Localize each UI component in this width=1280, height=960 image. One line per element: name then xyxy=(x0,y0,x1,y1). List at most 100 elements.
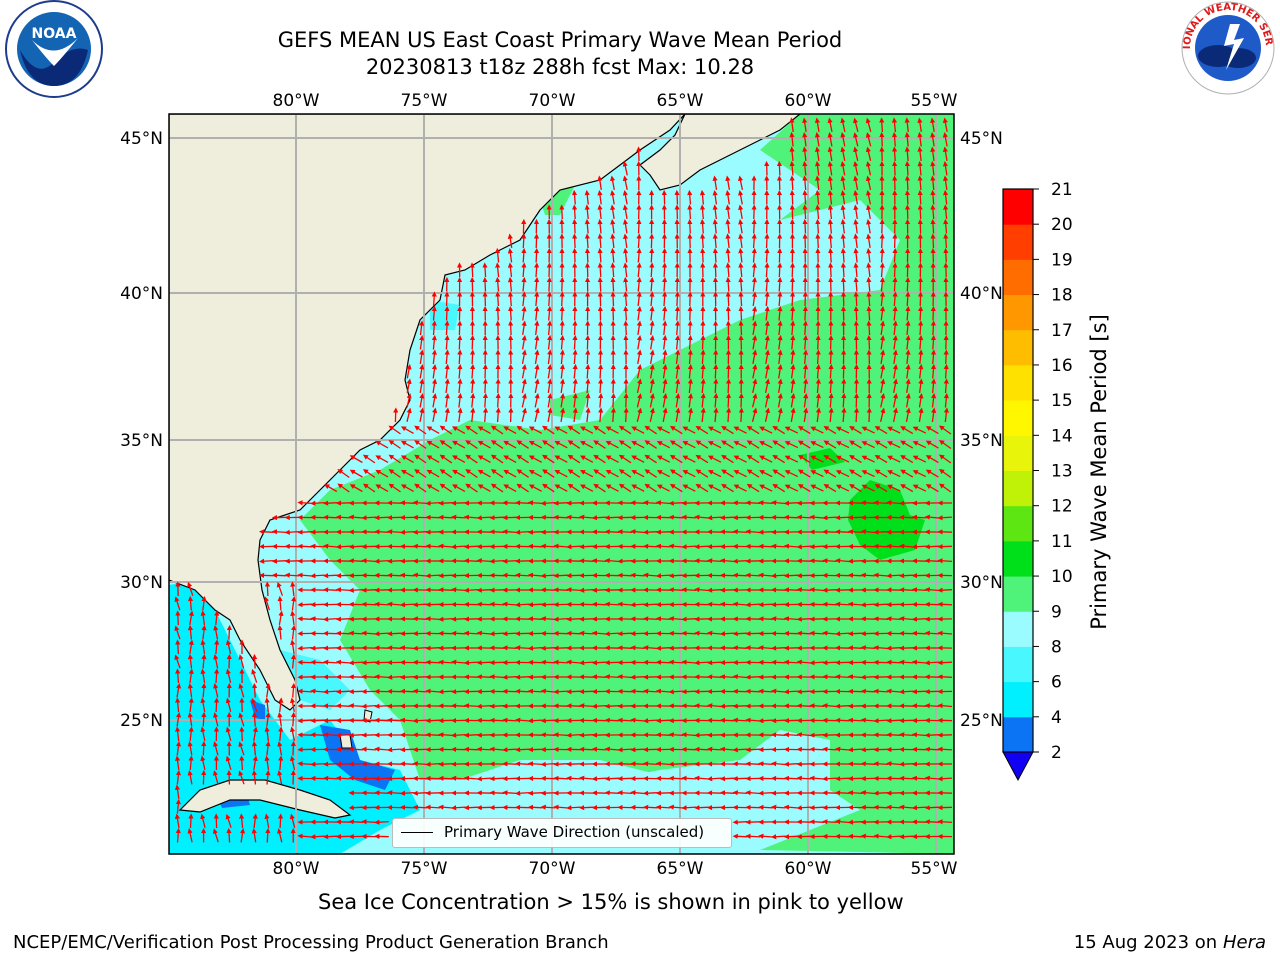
wave-arrow xyxy=(584,204,590,220)
colorbar-segment xyxy=(1003,259,1033,296)
wave-arrow xyxy=(290,740,296,756)
lon-label: 75°W xyxy=(401,91,448,111)
wave-arrow xyxy=(802,305,808,321)
wave-arrow xyxy=(399,645,415,651)
footer-right: 15 Aug 2023 on Hera xyxy=(1074,932,1266,953)
wave-arrow xyxy=(400,469,414,478)
wave-arrow xyxy=(700,378,706,394)
wave-arrow xyxy=(784,470,799,478)
wave-arrow xyxy=(840,262,846,278)
wave-arrow xyxy=(891,146,898,162)
wave-arrow xyxy=(899,761,914,767)
wave-arrow xyxy=(886,834,901,840)
wave-arrow xyxy=(712,247,718,263)
wave-arrow xyxy=(597,175,603,190)
wave-arrow xyxy=(737,175,744,191)
wave-arrow xyxy=(694,544,709,550)
wave-arrow xyxy=(457,378,463,394)
wave-arrow xyxy=(790,320,796,336)
wave-arrow xyxy=(725,262,731,278)
wave-arrow xyxy=(559,320,565,336)
wave-arrow xyxy=(406,407,412,422)
wave-arrow xyxy=(662,364,668,379)
wave-arrow xyxy=(465,425,478,435)
wave-arrow xyxy=(860,500,876,506)
wave-arrow xyxy=(457,349,463,365)
wave-arrow xyxy=(699,189,706,205)
wave-arrow xyxy=(412,804,428,810)
colorbar-tick-label: 12 xyxy=(1051,497,1073,517)
wave-arrow xyxy=(528,426,543,434)
wave-arrow xyxy=(886,573,901,579)
wave-arrow xyxy=(630,602,645,608)
wave-arrow xyxy=(802,117,808,132)
wave-arrow xyxy=(451,703,466,709)
wave-arrow xyxy=(687,320,693,336)
wave-arrow xyxy=(438,587,453,593)
wave-arrow xyxy=(252,653,258,669)
wave-arrow xyxy=(572,320,578,336)
wave-arrow xyxy=(644,454,657,464)
period-10-11-region xyxy=(848,480,925,560)
wave-arrow xyxy=(943,378,949,394)
wave-arrow xyxy=(815,349,821,365)
wave-arrow xyxy=(521,276,527,292)
wave-arrow xyxy=(911,689,927,695)
wave-arrow xyxy=(502,558,517,564)
colorbar-label: Primary Wave Mean Period [s] xyxy=(1087,314,1111,630)
wave-arrow xyxy=(649,262,655,278)
wave-arrow xyxy=(542,454,555,464)
wave-arrow xyxy=(469,262,475,278)
wave-arrow xyxy=(617,717,633,723)
wave-arrow xyxy=(802,189,808,205)
wave-arrow xyxy=(348,703,364,709)
footer-machine: Hera xyxy=(1222,932,1266,953)
wave-arrow xyxy=(930,378,937,394)
wave-arrow xyxy=(597,363,604,379)
wave-arrow xyxy=(655,543,671,549)
wave-arrow xyxy=(452,455,466,463)
wave-arrow xyxy=(746,469,760,478)
wave-arrow xyxy=(431,305,437,321)
wave-arrow xyxy=(515,645,530,651)
wave-arrow xyxy=(649,320,655,336)
wave-arrow xyxy=(374,515,389,521)
wave-arrow xyxy=(387,674,402,680)
wave-arrow xyxy=(591,776,607,782)
wave-arrow xyxy=(938,439,952,450)
wave-arrow xyxy=(528,469,543,478)
wave-arrow xyxy=(809,703,825,709)
wave-arrow xyxy=(375,484,389,492)
wave-arrow xyxy=(425,659,441,665)
wave-arrow xyxy=(502,674,517,680)
lat-label: 35°N xyxy=(960,431,1003,451)
wave-arrow xyxy=(918,334,924,350)
wave-arrow xyxy=(873,790,889,796)
wave-arrow xyxy=(930,146,936,161)
wave-arrow xyxy=(796,805,812,811)
wave-arrow xyxy=(764,364,770,379)
wave-arrow xyxy=(719,790,735,796)
wave-arrow xyxy=(559,349,565,365)
wave-arrow xyxy=(297,761,313,767)
wave-arrow xyxy=(879,407,886,422)
wave-arrow xyxy=(861,455,875,463)
wave-arrow xyxy=(823,455,837,464)
wave-arrow xyxy=(572,218,578,234)
wave-arrow xyxy=(374,674,389,680)
wave-arrow xyxy=(503,440,517,449)
colorbar-tick-label: 11 xyxy=(1051,532,1073,552)
wave-arrow xyxy=(451,805,466,811)
wave-arrow xyxy=(904,146,910,162)
lon-label: 75°W xyxy=(401,859,448,879)
wave-arrow xyxy=(687,378,693,394)
wave-arrow xyxy=(630,645,645,651)
wave-arrow xyxy=(636,393,643,408)
wave-arrow xyxy=(598,392,604,408)
wave-arrow xyxy=(540,616,556,622)
wave-arrow xyxy=(636,233,642,249)
wave-arrow xyxy=(297,602,313,608)
wave-arrow xyxy=(399,572,415,578)
wave-arrow xyxy=(649,305,655,321)
wave-arrow xyxy=(687,189,693,205)
